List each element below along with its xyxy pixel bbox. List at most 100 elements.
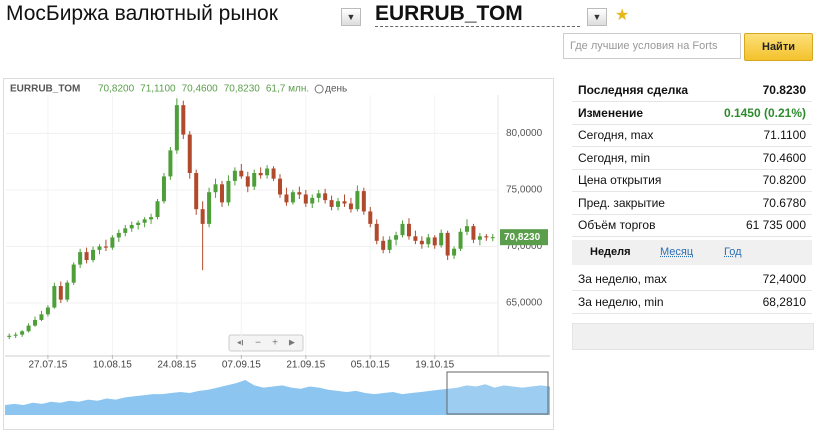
row-label: Изменение — [578, 105, 644, 120]
x-tick-label: 10.08.15 — [93, 360, 132, 371]
table-row: Изменение 0.1450 (0.21%) — [572, 102, 812, 125]
row-label: Сегодня, min — [578, 150, 650, 165]
x-tick-label: 21.09.15 — [286, 360, 325, 371]
summary-value: 70,8230 — [224, 84, 261, 95]
candle-body — [136, 222, 141, 225]
zoom-bar — [228, 334, 304, 352]
candle-body — [78, 252, 83, 265]
row-value: 70.8230 — [762, 83, 806, 97]
candle-body — [168, 150, 173, 177]
candle-body — [84, 252, 89, 261]
y-tick-label: 75,0000 — [506, 185, 543, 196]
row-label: Цена открытия — [578, 173, 662, 187]
candle-body — [7, 335, 12, 337]
candle-body — [284, 194, 289, 203]
candle-body — [129, 225, 134, 229]
search-input[interactable]: Где лучшие условия на Forts — [563, 33, 741, 59]
pan-right[interactable]: ► — [287, 338, 297, 349]
candle-body — [394, 235, 399, 240]
candle-body — [471, 226, 476, 240]
candle-body — [271, 168, 276, 179]
table-row: Сегодня, min 70.4600 — [572, 147, 812, 170]
empty-bar — [572, 323, 814, 350]
candle-body — [232, 170, 237, 181]
candle-body — [265, 168, 270, 176]
candle-body — [149, 217, 154, 220]
candle-body — [97, 246, 102, 250]
row-label: За неделю, min — [578, 294, 664, 309]
row-value: 0.1450 (0.21%) — [723, 105, 806, 120]
pan-left[interactable]: ◄ — [235, 338, 245, 349]
zoom-out[interactable]: − — [255, 338, 261, 349]
row-value: 61 735 000 — [745, 218, 806, 232]
candle-body — [258, 173, 263, 176]
candle-body — [116, 232, 121, 238]
candle-body — [20, 331, 25, 335]
summary-value: 70,4600 — [182, 84, 219, 95]
candle-body — [329, 200, 334, 207]
candle-body — [123, 228, 128, 233]
row-value: 70.6780 — [762, 195, 806, 210]
table-row: Сегодня, max 71.1100 — [572, 124, 812, 147]
candle-body — [58, 286, 63, 300]
summary-value: 71,1100 — [140, 84, 176, 95]
candle-body — [161, 176, 166, 202]
candle-body — [458, 231, 463, 249]
candle-body — [413, 236, 418, 241]
row-label: Сегодня, max — [578, 128, 654, 142]
favorite-star[interactable]: ★ — [615, 7, 630, 24]
candle-body — [103, 246, 108, 248]
instrument-dropdown[interactable]: ▼ — [587, 8, 607, 26]
candle-body — [245, 176, 250, 187]
table-row: Последняя сделка 70.8230 — [572, 79, 812, 102]
x-tick-label: 19.10.15 — [415, 360, 454, 371]
y-tick-label: 80,0000 — [506, 128, 543, 139]
chart: EURRUB_TOM ◄ − + ► 70,8200 71,1100 70,4600… — [5, 79, 551, 415]
y-tick-label: 70,0000 — [506, 241, 543, 252]
row-value: 68,2810 — [762, 294, 806, 309]
period-tabs: Неделя Месяц Год — [572, 240, 812, 265]
candle-body — [207, 192, 212, 224]
candle-body — [464, 226, 469, 232]
navigator-area — [5, 380, 550, 415]
candle-body — [142, 219, 147, 223]
candle-body — [381, 240, 386, 250]
candle-body — [26, 325, 31, 332]
candle-body — [155, 201, 160, 218]
navigator-window[interactable] — [446, 371, 549, 415]
chart-title: EURRUB_TOM — [10, 84, 80, 95]
candle-body — [445, 232, 450, 256]
candle-body — [452, 248, 457, 256]
market-dropdown[interactable]: ▼ — [341, 8, 361, 26]
candle-body — [400, 223, 405, 236]
search-button[interactable]: Найти — [744, 33, 813, 61]
row-label: Последняя сделка — [578, 83, 689, 97]
candle-body — [355, 191, 360, 210]
candle-body — [194, 173, 199, 210]
x-tick-label: 27.07.15 — [28, 360, 67, 371]
y-tick-label: 65,0000 — [506, 298, 543, 309]
zoom-in[interactable]: + — [272, 338, 278, 349]
candle-body — [71, 264, 76, 283]
candle-body — [336, 201, 341, 207]
last-price-label: 70,8230 — [504, 232, 541, 243]
table-row: Пред. закрытие 70.6780 — [572, 192, 812, 215]
candle-body — [226, 180, 231, 203]
period-tab[interactable]: Неделя — [590, 246, 631, 258]
instrument-title[interactable]: EURRUB_TOM — [375, 2, 580, 27]
candle-body — [297, 192, 302, 195]
period-tab[interactable]: Год — [724, 246, 742, 258]
candle-body — [323, 193, 328, 201]
candle-body — [213, 184, 218, 193]
row-value: 72,4000 — [762, 272, 806, 286]
plot-bg — [5, 79, 551, 371]
x-tick-label: 24.08.15 — [157, 360, 196, 371]
period-label: день — [325, 84, 347, 95]
candle-body — [374, 223, 379, 241]
row-value: 70.8200 — [762, 173, 806, 187]
summary-value: 61,7 млн. — [266, 84, 309, 95]
period-tab[interactable]: Месяц — [660, 246, 694, 258]
row-label: Пред. закрытие — [578, 195, 665, 210]
row-label: За неделю, max — [578, 272, 667, 286]
